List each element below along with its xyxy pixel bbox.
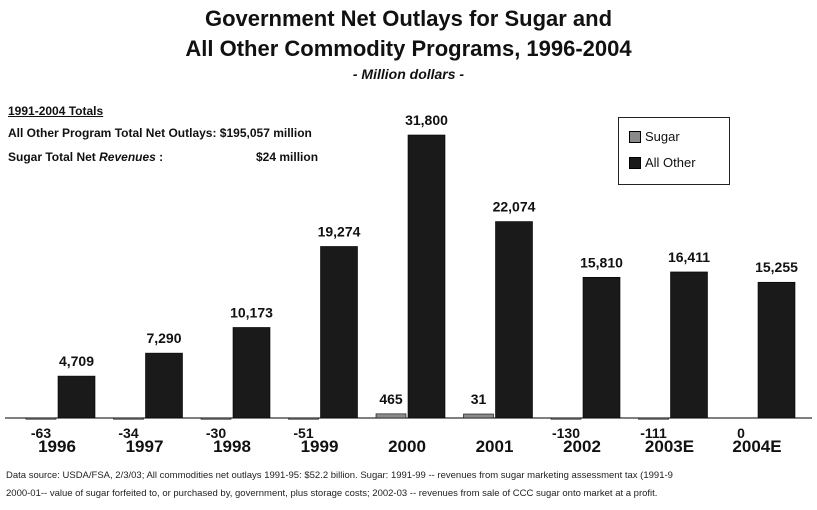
bar-all-other-1997 xyxy=(145,352,183,419)
bar-all-other-2000 xyxy=(407,134,446,419)
bar-sugar-2002 xyxy=(550,417,582,420)
bar-all-other-2002 xyxy=(582,277,621,419)
data-label-all-other-1998: 10,173 xyxy=(230,304,273,320)
bar-sugar-2001 xyxy=(463,413,494,419)
bar-sugar-1999 xyxy=(288,417,319,420)
legend-swatch-sugar xyxy=(629,130,641,143)
legend-label-all-other: All Other xyxy=(645,155,696,170)
data-label-sugar-2001: 31 xyxy=(471,391,487,407)
bar-sugar-1997 xyxy=(113,417,144,420)
x-tick-label-1996: 1996 xyxy=(38,437,76,456)
legend-item-sugar: Sugar xyxy=(629,129,680,144)
totals-sugar-label: Sugar Total Net Revenues : xyxy=(8,150,163,164)
legend-swatch-all-other xyxy=(629,156,641,169)
data-label-sugar-2002: -130 xyxy=(552,425,580,441)
data-label-sugar-2003E: -111 xyxy=(640,425,667,441)
data-label-sugar-1997: -34 xyxy=(118,425,138,441)
bar-chart: -63 4,709 1996 -34 7,290 1997 -30 10,173 1998 -51… xyxy=(5,112,812,456)
data-label-sugar-1999: -51 xyxy=(293,425,313,441)
x-tick-label-2002: 2002 xyxy=(563,437,601,456)
legend-item-all-other: All Other xyxy=(629,155,696,170)
chart-title: Government Net Outlays for Sugar and xyxy=(204,6,613,31)
data-label-all-other-2004E: 15,255 xyxy=(755,259,798,275)
x-tick-label-2000: 2000 xyxy=(388,437,426,456)
bar-all-other-1998 xyxy=(232,327,271,419)
footer-source-line2: 2000-01-- value of sugar forfeited to, o… xyxy=(6,488,658,499)
bar-all-other-2001 xyxy=(495,221,533,419)
totals-sugar-label-colon: : xyxy=(155,150,164,164)
x-tick-label-2001: 2001 xyxy=(476,437,514,456)
x-tick-label-2003E: 2003E xyxy=(645,437,694,456)
bar-all-other-1996 xyxy=(57,375,96,419)
x-tick-label-1999: 1999 xyxy=(301,437,339,456)
totals-heading: 1991-2004 Totals xyxy=(8,104,104,118)
x-tick-label-1998: 1998 xyxy=(213,437,251,456)
bar-sugar-1996 xyxy=(25,417,57,420)
bar-all-other-2003E xyxy=(670,271,708,419)
bar-all-other-2004E xyxy=(757,281,796,419)
bar-sugar-1998 xyxy=(200,417,232,420)
data-label-sugar-1996: -63 xyxy=(31,425,51,441)
x-tick-label-2004E: 2004E xyxy=(732,437,781,456)
data-label-all-other-2003E: 16,411 xyxy=(668,249,710,265)
chart-subtitle: - Million dollars - xyxy=(352,66,465,82)
bar-sugar-2000 xyxy=(375,413,407,419)
legend-label-sugar: Sugar xyxy=(645,129,680,144)
totals-sugar-value: $24 million xyxy=(256,150,319,164)
totals-sugar-label-italic: Revenues xyxy=(99,150,156,164)
data-label-all-other-2001: 22,074 xyxy=(493,199,536,215)
data-label-sugar-2000: 465 xyxy=(379,391,403,407)
data-label-all-other-1996: 4,709 xyxy=(59,353,94,369)
data-label-all-other-1999: 19,274 xyxy=(318,223,361,239)
data-label-all-other-1997: 7,290 xyxy=(146,330,181,346)
chart-legend: Sugar All Other xyxy=(618,117,730,185)
chart-title-line2: All Other Commodity Programs, 1996-2004 xyxy=(185,36,632,61)
data-label-all-other-2002: 15,810 xyxy=(580,254,623,270)
totals-other-outlays: All Other Program Total Net Outlays: $19… xyxy=(8,126,312,140)
totals-sugar-label-text: Sugar Total Net xyxy=(8,150,100,164)
x-tick-label-1997: 1997 xyxy=(126,437,164,456)
data-label-sugar-1998: -30 xyxy=(206,425,226,441)
footer-source-line1: Data source: USDA/FSA, 2/3/03; All commo… xyxy=(6,470,673,481)
bar-sugar-2003E xyxy=(638,417,669,420)
data-label-all-other-2000: 31,800 xyxy=(405,112,448,128)
data-label-sugar-2004E: 0 xyxy=(737,425,745,441)
bar-all-other-1999 xyxy=(320,246,358,419)
